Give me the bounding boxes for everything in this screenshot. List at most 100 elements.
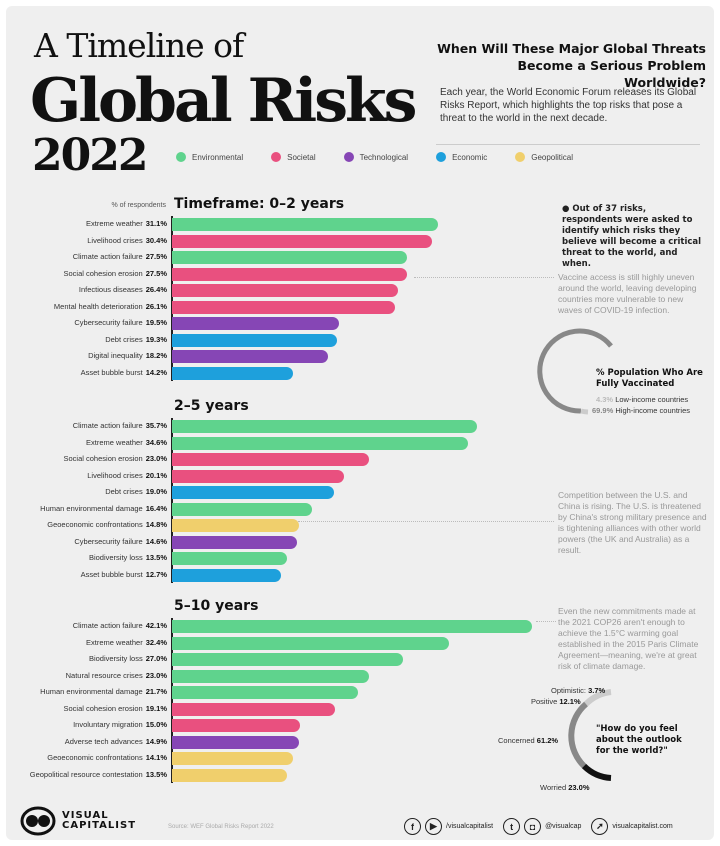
legend: Environmental Societal Technological Econom… — [176, 152, 573, 162]
bar — [172, 636, 450, 650]
bar — [172, 686, 358, 699]
category-name: Climate action failure — [72, 252, 143, 261]
legend-item: Geopolitical — [515, 152, 573, 162]
bar-label: Livelihood crises 20.1% — [87, 471, 167, 480]
baseline — [171, 418, 173, 583]
value-label: 14.9% — [145, 736, 167, 746]
intro-text: Each year, the World Economic Forum rele… — [440, 87, 697, 124]
bar-label: Livelihood crises 30.4% — [87, 236, 167, 245]
bar-label: Asset bubble burst 14.2% — [81, 368, 167, 377]
bar-label: Climate action failure 27.5% — [73, 252, 167, 261]
bar-row: Cybersecurity failure 19.5% — [6, 315, 714, 332]
bar-label: Extreme weather 32.4% — [86, 638, 167, 647]
bar — [172, 350, 328, 363]
bar-label: Cybersecurity failure 19.5% — [74, 318, 167, 327]
worried-label: Worried — [540, 783, 567, 792]
bar — [172, 420, 478, 433]
worried-value: 23.0% — [568, 783, 590, 792]
bar-row: Debt crises 19.0% — [6, 484, 714, 501]
bar-row: Extreme weather 31.1% — [6, 216, 714, 233]
bar — [172, 469, 344, 483]
value-label: 20.1% — [145, 470, 167, 480]
axis-label: % of respondents — [111, 202, 166, 209]
legend-label: Technological — [359, 152, 409, 162]
category-name: Biodiversity loss — [88, 654, 143, 663]
bar-row: Geoeconomic confrontations 14.1% — [6, 750, 714, 767]
value-label: 15.0% — [145, 720, 167, 729]
bar-label: Human environmental damage 16.4% — [40, 504, 167, 513]
legend-label: Societal — [287, 152, 316, 162]
bar-row: Human environmental damage 21.7% — [6, 684, 714, 701]
category-name: Climate action failure — [72, 421, 143, 430]
note-cop26: Even the new commitments made at the 202… — [558, 606, 699, 671]
category-name: Social cohesion erosion — [63, 454, 143, 463]
legend-item: Environmental — [176, 152, 243, 162]
bar — [172, 502, 313, 516]
legend-swatch — [436, 152, 447, 162]
bar-label: Climate action failure 42.1% — [73, 621, 167, 630]
website-link[interactable]: visualcapitalist.com — [612, 823, 673, 830]
high-income-value: 69.9% — [592, 406, 614, 415]
bar-row: Livelihood crises 30.4% — [6, 233, 714, 250]
vaccination-donut — [537, 328, 613, 415]
category-name: Human environmental damage — [40, 503, 143, 513]
legend-swatch — [343, 152, 354, 162]
handle-visualcap[interactable]: @visualcap — [545, 823, 582, 830]
bar-row: Livelihood crises 20.1% — [6, 468, 714, 485]
bar-row: Digital inequality 18.2% — [6, 348, 714, 365]
bar — [172, 768, 288, 782]
outlook-title: "How do you feel about the outlook for t… — [596, 724, 682, 756]
bar-row: Biodiversity loss 27.0% — [6, 651, 714, 668]
category-name: Debt crises — [105, 334, 143, 344]
bar-row: Involuntary migration 15.0% — [6, 717, 714, 734]
note-us-china: Competition between the U.S. and China i… — [558, 490, 707, 555]
value-label: 31.1% — [145, 219, 167, 228]
bar — [172, 653, 403, 666]
bar — [172, 234, 432, 248]
bar-label: Human environmental damage 21.7% — [40, 687, 167, 696]
bar-label: Asset bubble burst 12.7% — [81, 570, 167, 579]
bar-label: Extreme weather 34.6% — [86, 438, 167, 447]
title-line-1: A Timeline of — [34, 26, 244, 65]
category-name: Extreme weather — [86, 637, 143, 647]
value-label: 30.4% — [145, 235, 167, 245]
bar-label: Digital inequality 18.2% — [88, 351, 167, 360]
category-name: Social cohesion erosion — [63, 268, 143, 278]
handle-visualcapitalist[interactable]: /visualcapitalist — [446, 823, 494, 830]
bar — [172, 251, 408, 264]
optimistic-label: Optimistic — [551, 686, 584, 695]
value-label: 19.5% — [145, 318, 167, 327]
value-label: 27.5% — [145, 252, 167, 261]
bar-label: Extreme weather 31.1% — [86, 219, 167, 228]
bar-label: Social cohesion erosion 27.5% — [64, 269, 168, 278]
bar-row: Climate action failure 35.7% — [6, 418, 714, 435]
bar — [172, 453, 369, 466]
bar — [172, 519, 299, 532]
info-note-text: Out of 37 risks, respondents were asked … — [562, 204, 702, 269]
bar-row: Climate action failure 42.1% — [6, 618, 714, 635]
title-year: 2022 — [32, 130, 148, 181]
value-label: 14.8% — [145, 520, 167, 529]
value-label: 26.1% — [145, 301, 167, 311]
cursor-icon[interactable]: ➚ — [591, 818, 609, 835]
bar — [172, 752, 293, 765]
bar-row: Mental health deterioration 26.1% — [6, 299, 714, 316]
bar — [172, 735, 300, 749]
bar-label: Social cohesion erosion 19.1% — [64, 704, 168, 713]
low-income-value: 4.3% — [596, 395, 614, 404]
category-name: Geoeconomic confrontations — [47, 520, 143, 529]
facebook-icon[interactable]: f — [404, 818, 421, 835]
youtube-icon[interactable]: ▶ — [425, 818, 442, 835]
instagram-icon[interactable]: ◘ — [524, 818, 542, 835]
positive-value: 12.1% — [559, 697, 581, 706]
bar-label: Biodiversity loss 13.5% — [89, 553, 167, 562]
title-line-2: Global Risks — [30, 66, 417, 136]
bar-row: Geoeconomic confrontations 14.8% — [6, 517, 714, 534]
value-label: 13.5% — [145, 769, 167, 779]
category-name: Social cohesion erosion — [63, 703, 143, 713]
social-links: f ▶ /visualcapitalist t ◘ @visualcap ➚ v… — [404, 818, 673, 835]
value-label: 19.1% — [145, 703, 167, 713]
donut-arc-low-income — [580, 408, 589, 415]
twitter-icon[interactable]: t — [503, 818, 521, 835]
baseline — [171, 216, 173, 381]
